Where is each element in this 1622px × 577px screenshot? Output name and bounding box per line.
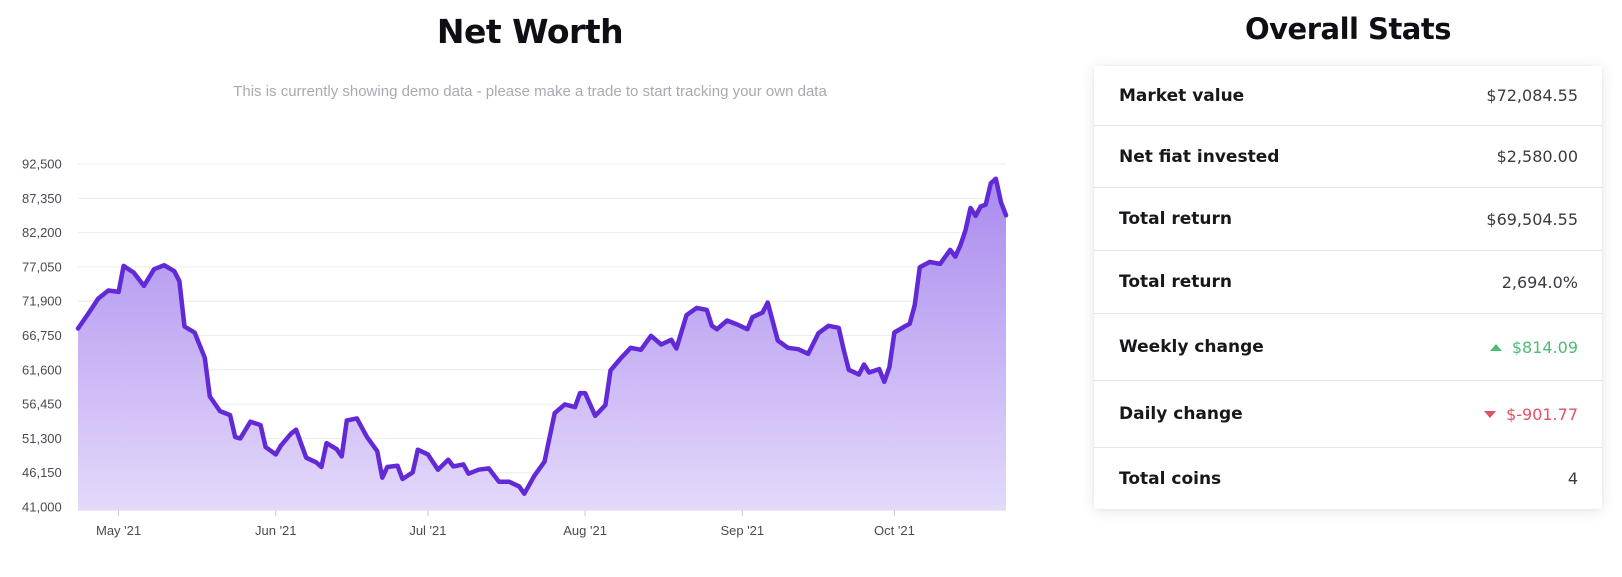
x-tick-label: Jun '21 bbox=[255, 523, 297, 538]
stat-label: Weekly change bbox=[1119, 337, 1264, 357]
stat-value: $2,580.00 bbox=[1496, 147, 1578, 166]
y-tick-label: 92,500 bbox=[22, 157, 62, 172]
stat-value: 4 bbox=[1567, 469, 1578, 488]
stats-title: Overall Stats bbox=[1244, 12, 1452, 46]
caret-down-icon bbox=[1484, 410, 1497, 418]
x-tick-label: Sep '21 bbox=[720, 523, 764, 538]
x-tick-label: Aug '21 bbox=[563, 523, 607, 538]
stat-row-total-return-percent: Total return 2,694.0% bbox=[1094, 251, 1602, 314]
y-tick-label: 51,300 bbox=[22, 431, 62, 446]
x-tick-label: Oct '21 bbox=[874, 523, 915, 538]
stat-value: $69,504.55 bbox=[1486, 209, 1578, 229]
stat-value: 2,694.0% bbox=[1501, 272, 1578, 292]
x-axis: May '21 Jun '21 Jul '21 Aug '21 Sep '21 Oct '… bbox=[96, 510, 915, 538]
net-worth-chart[interactable]: 92,500 87,350 82,200 77,050 71,900 66,750 61,6… bbox=[0, 140, 1060, 560]
caret-up-icon bbox=[1489, 343, 1502, 351]
daily-change-value: $-901.77 bbox=[1506, 404, 1578, 424]
stat-value: $-901.77 bbox=[1484, 405, 1578, 424]
y-tick-label: 71,900 bbox=[22, 294, 62, 309]
y-tick-label: 66,750 bbox=[22, 328, 62, 343]
stat-label: Total return bbox=[1119, 209, 1232, 229]
y-tick-label: 46,150 bbox=[22, 465, 62, 480]
stat-value: $814.09 bbox=[1489, 337, 1578, 357]
x-tick-label: May '21 bbox=[96, 523, 141, 538]
stat-row-net-fiat-invested: Net fiat invested $2,580.00 bbox=[1094, 126, 1602, 188]
weekly-change-value: $814.09 bbox=[1511, 337, 1578, 357]
stat-row-market-value: Market value $72,084.55 bbox=[1094, 66, 1602, 126]
stat-label: Total return bbox=[1119, 272, 1232, 292]
y-tick-label: 41,000 bbox=[22, 500, 62, 515]
stat-label: Daily change bbox=[1119, 404, 1243, 424]
stat-label: Market value bbox=[1119, 85, 1245, 106]
y-tick-label: 82,200 bbox=[22, 225, 62, 240]
x-tick-label: Jul '21 bbox=[409, 523, 446, 538]
stats-card: Market value $72,084.55 Net fiat investe… bbox=[1094, 66, 1602, 509]
net-worth-area bbox=[78, 178, 1006, 510]
stat-row-daily-change: Daily change $-901.77 bbox=[1094, 381, 1602, 448]
stat-row-total-coins: Total coins 4 bbox=[1094, 448, 1602, 509]
y-tick-label: 77,050 bbox=[22, 259, 62, 274]
y-tick-label: 56,450 bbox=[22, 397, 62, 412]
chart-title: Net Worth bbox=[436, 12, 624, 51]
net-worth-panel: Net Worth This is currently showing demo… bbox=[0, 12, 1060, 560]
stat-row-weekly-change: Weekly change $814.09 bbox=[1094, 314, 1602, 381]
net-worth-line[interactable] bbox=[75, 176, 1009, 496]
demo-data-notice: This is currently showing demo data - pl… bbox=[233, 83, 827, 100]
stat-label: Net fiat invested bbox=[1119, 146, 1280, 167]
stat-row-total-return-amount: Total return $69,504.55 bbox=[1094, 188, 1602, 251]
y-tick-label: 61,600 bbox=[22, 362, 62, 377]
y-axis: 92,500 87,350 82,200 77,050 71,900 66,750 61,6… bbox=[22, 157, 62, 515]
y-tick-label: 87,350 bbox=[22, 191, 62, 206]
stat-label: Total coins bbox=[1119, 468, 1222, 489]
stat-value: $72,084.55 bbox=[1486, 86, 1578, 105]
overall-stats-panel: Overall Stats Market value $72,084.55 Ne… bbox=[1094, 0, 1602, 577]
